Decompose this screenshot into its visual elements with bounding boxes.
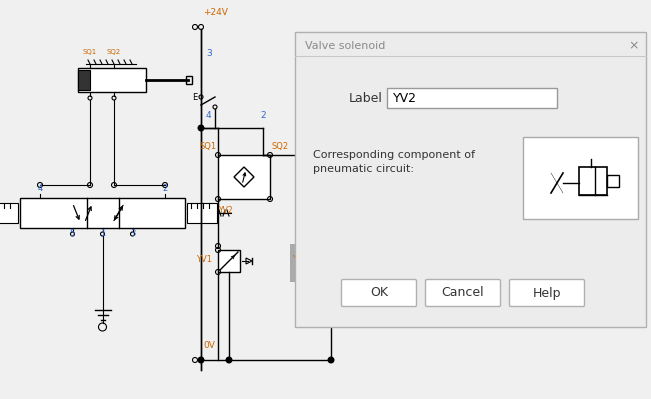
Text: pneumatic circuit:: pneumatic circuit: <box>313 164 414 174</box>
Bar <box>218 250 240 272</box>
Text: 0V: 0V <box>203 341 215 350</box>
Bar <box>607 175 619 187</box>
FancyBboxPatch shape <box>342 280 417 306</box>
Bar <box>187 203 217 223</box>
Text: +24V: +24V <box>203 8 228 17</box>
Text: SQ1: SQ1 <box>83 49 97 55</box>
Text: Help: Help <box>533 286 561 300</box>
Bar <box>318 250 344 276</box>
Text: 3: 3 <box>206 49 212 58</box>
Text: 3: 3 <box>130 229 135 238</box>
Text: ×: × <box>629 40 639 53</box>
Circle shape <box>225 356 232 363</box>
Text: Label: Label <box>349 93 383 105</box>
FancyBboxPatch shape <box>426 280 501 306</box>
Bar <box>186 76 192 84</box>
Bar <box>295 32 646 327</box>
Text: 1: 1 <box>100 229 105 238</box>
Text: 5: 5 <box>70 229 75 238</box>
Text: Cancel: Cancel <box>441 286 484 300</box>
Text: 4: 4 <box>206 111 212 120</box>
Circle shape <box>197 356 204 363</box>
Bar <box>78 68 146 92</box>
Text: SQ2: SQ2 <box>272 142 289 151</box>
Text: YV2: YV2 <box>292 255 308 264</box>
FancyBboxPatch shape <box>510 280 585 306</box>
Text: 4: 4 <box>37 184 42 193</box>
Text: SQ2: SQ2 <box>107 49 121 55</box>
Bar <box>0 203 18 223</box>
Text: E: E <box>192 93 197 102</box>
Text: Corresponding component of: Corresponding component of <box>313 150 475 160</box>
Bar <box>20 198 185 228</box>
Bar <box>387 88 557 108</box>
Bar <box>290 244 358 282</box>
Circle shape <box>327 356 335 363</box>
Text: YV2: YV2 <box>219 206 234 215</box>
Text: 2: 2 <box>260 111 266 120</box>
Text: Valve solenoid: Valve solenoid <box>305 41 385 51</box>
Circle shape <box>197 124 204 132</box>
Text: 2: 2 <box>162 184 167 193</box>
Bar <box>218 155 270 199</box>
Bar <box>523 137 638 219</box>
Text: SQ1: SQ1 <box>200 142 217 151</box>
Text: YV2: YV2 <box>393 93 417 105</box>
Bar <box>579 167 607 195</box>
Bar <box>78 70 90 90</box>
Text: OK: OK <box>370 286 388 300</box>
Text: YV1: YV1 <box>196 255 212 264</box>
